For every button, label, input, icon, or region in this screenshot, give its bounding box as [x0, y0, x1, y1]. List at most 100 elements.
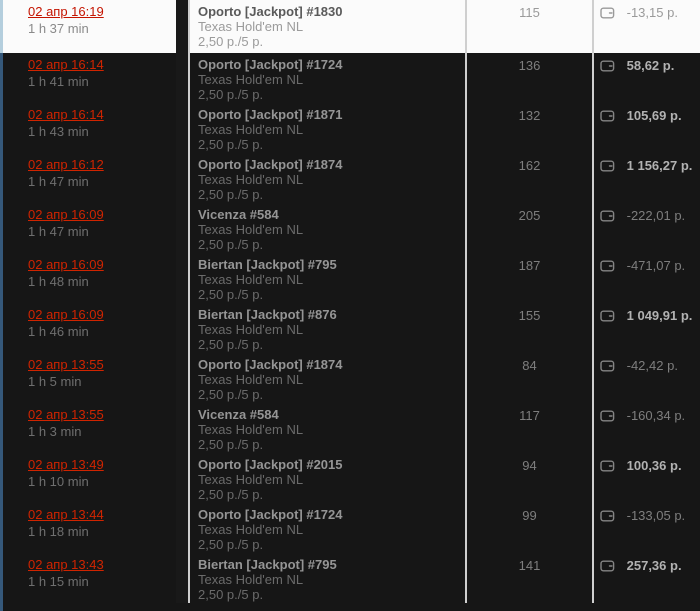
table-row[interactable]: 02 апр 13:43 1 h 15 min Biertan [Jackpot…: [0, 553, 700, 603]
table-row[interactable]: 02 апр 16:09 1 h 47 min Vicenza #584 Tex…: [0, 203, 700, 253]
date-cell: 02 апр 16:19 1 h 37 min: [0, 0, 176, 53]
result-amount: 1 049,91 р.: [626, 308, 693, 323]
session-duration: 1 h 47 min: [28, 224, 89, 239]
result-cell: 105,69 р.: [593, 103, 700, 153]
stakes: 2,50 р./5 р.: [198, 387, 264, 402]
result-cell: 257,36 р.: [593, 553, 700, 603]
tournament-cell: Oporto [Jackpot] #2015 Texas Hold'em NL …: [193, 453, 466, 503]
hands-count: 205: [518, 208, 541, 223]
date-cell: 02 апр 16:09 1 h 46 min: [0, 303, 176, 353]
wallet-icon: [600, 309, 615, 325]
result-cell: -471,07 р.: [593, 253, 700, 303]
result-amount: 105,69 р.: [626, 108, 682, 123]
date-cell: 02 апр 13:55 1 h 3 min: [0, 403, 176, 453]
tournament-cell: Biertan [Jackpot] #795 Texas Hold'em NL …: [193, 553, 466, 603]
session-duration: 1 h 5 min: [28, 374, 82, 389]
game-type: Texas Hold'em NL: [198, 572, 304, 587]
hands-cell: 141: [466, 553, 593, 603]
session-date-link[interactable]: 02 апр 16:09: [28, 257, 104, 272]
tournament-cell: Biertan [Jackpot] #876 Texas Hold'em NL …: [193, 303, 466, 353]
result-cell: -42,42 р.: [593, 353, 700, 403]
stakes: 2,50 р./5 р.: [198, 34, 264, 49]
hands-cell: 117: [466, 403, 593, 453]
session-date-link[interactable]: 02 апр 13:44: [28, 507, 104, 522]
session-date-link[interactable]: 02 апр 16:12: [28, 157, 104, 172]
hands-count: 115: [519, 5, 540, 20]
stakes: 2,50 р./5 р.: [198, 587, 264, 602]
tournament-cell: Oporto [Jackpot] #1874 Texas Hold'em NL …: [193, 353, 466, 403]
game-type: Texas Hold'em NL: [198, 72, 304, 87]
tournament-name: Oporto [Jackpot] #1830: [198, 4, 343, 19]
hands-cell: 99: [466, 503, 593, 553]
hands-count: 187: [518, 258, 541, 273]
column-gutter: [176, 0, 188, 603]
date-cell: 02 апр 13:44 1 h 18 min: [0, 503, 176, 553]
tournament-cell: Oporto [Jackpot] #1724 Texas Hold'em NL …: [193, 503, 466, 553]
session-date-link[interactable]: 02 апр 13:49: [28, 457, 104, 472]
column-separator: [465, 0, 467, 603]
tournament-name: Vicenza #584: [198, 207, 279, 222]
table-row[interactable]: 02 апр 13:49 1 h 10 min Oporto [Jackpot]…: [0, 453, 700, 503]
result-cell: 1 156,27 р.: [593, 153, 700, 203]
session-duration: 1 h 47 min: [28, 174, 89, 189]
tournament-name: Oporto [Jackpot] #2015: [198, 457, 343, 472]
hands-cell: 187: [466, 253, 593, 303]
result-cell: -13,15 р.: [593, 0, 700, 53]
table-row[interactable]: 02 апр 13:55 1 h 3 min Vicenza #584 Texa…: [0, 403, 700, 453]
game-type: Texas Hold'em NL: [198, 322, 304, 337]
result-amount: -160,34 р.: [626, 408, 686, 423]
date-cell: 02 апр 16:09 1 h 48 min: [0, 253, 176, 303]
tournament-cell: Vicenza #584 Texas Hold'em NL 2,50 р./5 …: [193, 203, 466, 253]
hands-cell: 94: [466, 453, 593, 503]
hands-cell: 84: [466, 353, 593, 403]
result-amount: -222,01 р.: [626, 208, 686, 223]
tournament-cell: Oporto [Jackpot] #1724 Texas Hold'em NL …: [193, 53, 466, 103]
stakes: 2,50 р./5 р.: [198, 537, 264, 552]
table-row[interactable]: 02 апр 16:09 1 h 48 min Biertan [Jackpot…: [0, 253, 700, 303]
wallet-icon: [600, 159, 615, 175]
session-duration: 1 h 41 min: [28, 74, 89, 89]
session-date-link[interactable]: 02 апр 16:14: [28, 57, 104, 72]
game-type: Texas Hold'em NL: [198, 472, 304, 487]
left-edge-accent: [0, 0, 3, 53]
stakes: 2,50 р./5 р.: [198, 487, 264, 502]
session-date-link[interactable]: 02 апр 13:43: [28, 557, 104, 572]
table-row[interactable]: 02 апр 16:14 1 h 43 min Oporto [Jackpot]…: [0, 103, 700, 153]
session-date-link[interactable]: 02 апр 13:55: [28, 357, 104, 372]
table-row[interactable]: 02 апр 16:09 1 h 46 min Biertan [Jackpot…: [0, 303, 700, 353]
table-row[interactable]: 02 апр 13:44 1 h 18 min Oporto [Jackpot]…: [0, 503, 700, 553]
wallet-icon: [600, 59, 615, 75]
stakes: 2,50 р./5 р.: [198, 287, 264, 302]
wallet-icon: [600, 359, 615, 375]
session-date-link[interactable]: 02 апр 16:19: [28, 4, 104, 19]
date-cell: 02 апр 16:14 1 h 41 min: [0, 53, 176, 103]
table-row[interactable]: 02 апр 16:14 1 h 41 min Oporto [Jackpot]…: [0, 53, 700, 103]
hands-cell: 132: [466, 103, 593, 153]
session-duration: 1 h 3 min: [28, 424, 82, 439]
session-date-link[interactable]: 02 апр 13:55: [28, 407, 104, 422]
result-amount: 1 156,27 р.: [626, 158, 693, 173]
result-amount: -471,07 р.: [626, 258, 686, 273]
session-date-link[interactable]: 02 апр 16:09: [28, 307, 104, 322]
session-date-link[interactable]: 02 апр 16:14: [28, 107, 104, 122]
table-row[interactable]: 02 апр 16:19 1 h 37 min Oporto [Jackpot]…: [0, 0, 700, 53]
hands-count: 155: [518, 308, 541, 323]
table-row[interactable]: 02 апр 16:12 1 h 47 min Oporto [Jackpot]…: [0, 153, 700, 203]
result-cell: 58,62 р.: [593, 53, 700, 103]
wallet-icon: [600, 259, 615, 275]
session-date-link[interactable]: 02 апр 16:09: [28, 207, 104, 222]
hands-count: 117: [519, 408, 540, 423]
tournament-name: Biertan [Jackpot] #795: [198, 257, 337, 272]
date-cell: 02 апр 16:14 1 h 43 min: [0, 103, 176, 153]
table-row[interactable]: 02 апр 13:55 1 h 5 min Oporto [Jackpot] …: [0, 353, 700, 403]
result-amount: -13,15 р.: [626, 5, 678, 20]
result-cell: -160,34 р.: [593, 403, 700, 453]
hands-count: 132: [518, 108, 541, 123]
game-type: Texas Hold'em NL: [198, 19, 304, 34]
stakes: 2,50 р./5 р.: [198, 187, 264, 202]
game-type: Texas Hold'em NL: [198, 222, 304, 237]
date-cell: 02 апр 13:43 1 h 15 min: [0, 553, 176, 603]
game-type: Texas Hold'em NL: [198, 272, 304, 287]
hands-cell: 205: [466, 203, 593, 253]
